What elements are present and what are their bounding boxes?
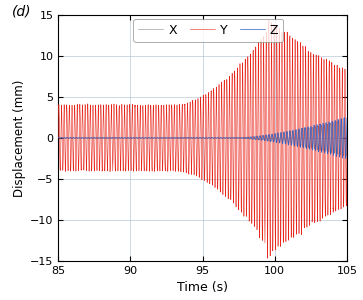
Y <box>56 136 60 140</box>
X <box>113 136 118 140</box>
Y <box>179 167 183 170</box>
Y <box>113 164 118 168</box>
Line: X: X <box>58 119 347 156</box>
Legend: X, Y, Z: X, Y, Z <box>134 19 283 41</box>
Y <box>252 213 257 217</box>
Z <box>343 157 348 160</box>
Y-axis label: Displacement (mm): Displacement (mm) <box>13 79 26 196</box>
Y <box>97 132 101 136</box>
Z <box>179 136 183 140</box>
Z <box>252 136 257 140</box>
Y <box>345 135 349 139</box>
Z <box>201 136 205 140</box>
X <box>179 136 183 140</box>
Line: Y: Y <box>58 20 347 258</box>
X <box>56 136 60 140</box>
Z <box>345 116 349 120</box>
X-axis label: Time (s): Time (s) <box>177 281 228 294</box>
Z <box>182 136 187 140</box>
X <box>97 136 101 140</box>
Z <box>56 136 60 139</box>
X <box>252 136 257 139</box>
X <box>182 136 187 140</box>
Z <box>342 116 346 119</box>
X <box>345 131 349 134</box>
Z <box>97 136 101 140</box>
Y <box>182 132 187 136</box>
Y <box>265 256 270 260</box>
X <box>201 136 205 140</box>
Z <box>113 136 118 139</box>
Line: Z: Z <box>58 118 347 158</box>
Y <box>267 19 271 22</box>
X <box>344 154 348 158</box>
Text: (d): (d) <box>12 5 32 19</box>
X <box>342 118 347 121</box>
Y <box>201 98 205 102</box>
